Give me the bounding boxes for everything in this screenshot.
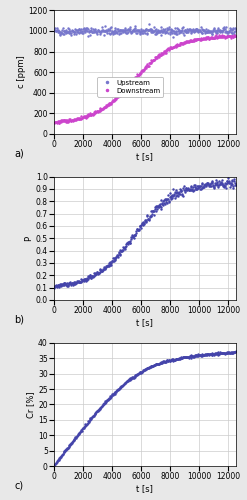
- Upstream: [53, 27, 56, 33]
- Downstream: [234, 33, 237, 39]
- Downstream: [124, 85, 127, 91]
- Downstream: [74, 116, 77, 122]
- Upstream: [185, 29, 188, 35]
- Line: Downstream: Downstream: [53, 34, 237, 124]
- Downstream: [167, 46, 170, 52]
- Upstream: [167, 24, 170, 30]
- Y-axis label: c [ppm]: c [ppm]: [17, 56, 26, 88]
- X-axis label: t [s]: t [s]: [136, 152, 153, 160]
- Upstream: [185, 28, 187, 34]
- Y-axis label: P: P: [24, 236, 33, 241]
- Text: b): b): [14, 314, 24, 324]
- Upstream: [112, 31, 115, 37]
- Downstream: [53, 120, 56, 126]
- Text: c): c): [14, 481, 23, 491]
- Upstream: [74, 28, 77, 34]
- Downstream: [112, 97, 115, 103]
- Legend: Upstream, Downstream: Upstream, Downstream: [97, 77, 163, 96]
- Text: a): a): [14, 148, 24, 158]
- Downstream: [217, 32, 220, 38]
- Upstream: [172, 34, 175, 40]
- Downstream: [185, 39, 187, 45]
- Downstream: [184, 38, 186, 44]
- Line: Upstream: Upstream: [53, 23, 237, 38]
- Upstream: [124, 30, 127, 36]
- X-axis label: t [s]: t [s]: [136, 484, 153, 493]
- Upstream: [148, 21, 151, 27]
- Y-axis label: Cr [%]: Cr [%]: [26, 391, 35, 418]
- Upstream: [234, 26, 237, 32]
- X-axis label: t [s]: t [s]: [136, 318, 153, 327]
